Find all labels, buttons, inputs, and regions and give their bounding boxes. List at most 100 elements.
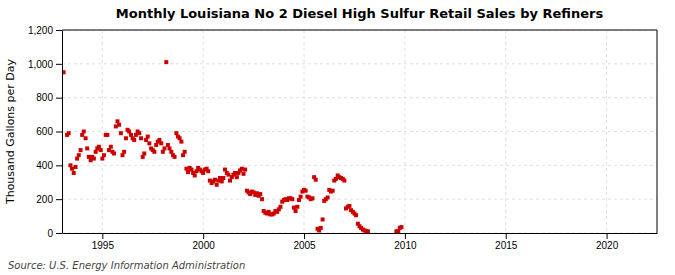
point: [147, 141, 151, 145]
point: [79, 148, 83, 152]
plot: 1995 2000 2005 2010 2015 2020 0 200 400 600 800 1,0…: [28, 25, 658, 251]
grid-line: [62, 165, 657, 166]
tick-label: 2010: [394, 240, 417, 251]
tick-label: 2005: [293, 240, 316, 251]
tick-mark: [607, 233, 608, 239]
point: [221, 176, 225, 180]
point: [139, 136, 143, 140]
point: [311, 196, 315, 200]
point: [85, 146, 89, 150]
point: [186, 170, 190, 174]
points: [62, 60, 403, 233]
tick: 200: [36, 194, 62, 205]
tick-label: 2015: [495, 240, 518, 251]
point: [119, 131, 123, 135]
point: [242, 172, 246, 176]
y-axis: 0 200 400 600 800 1,000 1,200: [28, 25, 63, 239]
tick: 400: [36, 160, 62, 171]
tick: 800: [36, 92, 62, 103]
tick-mark: [506, 233, 507, 239]
point: [226, 173, 230, 177]
tick-label: 600: [36, 126, 53, 137]
point: [294, 209, 298, 213]
tick-mark: [102, 233, 103, 239]
point: [213, 178, 217, 182]
chart: 1995 2000 2005 2010 2015 2020 0 200 400 600 800 1,0…: [0, 0, 675, 275]
point: [347, 204, 351, 208]
tick-mark: [56, 132, 62, 133]
tick-mark: [56, 64, 62, 65]
point: [67, 131, 71, 135]
tick: 2015: [495, 233, 518, 251]
point: [99, 148, 103, 152]
grid-line: [62, 199, 657, 200]
point: [142, 151, 146, 155]
point: [326, 195, 330, 199]
point: [193, 173, 197, 177]
point: [152, 150, 156, 154]
point: [319, 226, 323, 230]
point: [84, 136, 88, 140]
tick-mark: [304, 233, 305, 239]
point: [137, 131, 141, 135]
tick-mark: [56, 30, 62, 31]
tick-label: 2000: [193, 240, 216, 251]
grid: [62, 30, 657, 233]
point: [132, 138, 136, 142]
tick-label: 200: [36, 194, 53, 205]
point: [70, 167, 74, 171]
tick: 600: [36, 126, 62, 137]
frame: [657, 30, 658, 233]
tick-mark: [56, 98, 62, 99]
tick: 1,200: [28, 25, 62, 36]
point: [72, 171, 76, 175]
point: [92, 157, 96, 161]
tick-label: 400: [36, 160, 53, 171]
tick-label: 1,000: [28, 59, 53, 70]
tick-label: 0: [47, 228, 53, 239]
point: [233, 171, 237, 175]
point: [342, 179, 346, 183]
tick: 2005: [293, 233, 316, 251]
point: [164, 60, 168, 64]
point: [321, 217, 325, 221]
point: [295, 205, 299, 209]
grid-line: [62, 131, 657, 132]
point: [117, 123, 121, 127]
point: [206, 169, 210, 173]
tick: 1,000: [28, 59, 62, 70]
grid-line: [62, 97, 657, 98]
tick-mark: [405, 233, 406, 239]
point: [102, 153, 106, 157]
point: [399, 225, 403, 229]
point: [74, 165, 78, 169]
tick-label: 1995: [92, 240, 115, 251]
tick: 2000: [193, 233, 216, 251]
axis-line: [62, 31, 63, 234]
point: [331, 189, 335, 193]
tick: 0: [47, 228, 62, 239]
grid-line: [62, 233, 657, 234]
point: [162, 146, 166, 150]
tick: 2020: [596, 233, 619, 251]
tick-label: 2020: [596, 240, 619, 251]
tick: 1995: [92, 233, 115, 251]
tick-mark: [56, 199, 62, 200]
x-axis: 1995 2000 2005 2010 2015 2020: [63, 233, 658, 251]
point: [173, 155, 177, 159]
point: [124, 136, 128, 140]
point: [112, 151, 116, 155]
point: [82, 130, 86, 134]
tick-mark: [56, 233, 62, 234]
point: [243, 168, 247, 172]
tick: 2010: [394, 233, 417, 251]
frame: [62, 30, 657, 31]
point: [122, 150, 126, 154]
point: [314, 178, 318, 182]
tick-mark: [56, 165, 62, 166]
annotation: Source: U.S. Energy Information Administ…: [8, 260, 245, 271]
point: [77, 153, 81, 157]
title: Monthly Louisiana No 2 Diesel High Sulfu…: [116, 6, 604, 21]
point: [366, 229, 370, 233]
grid-line: [606, 30, 607, 233]
